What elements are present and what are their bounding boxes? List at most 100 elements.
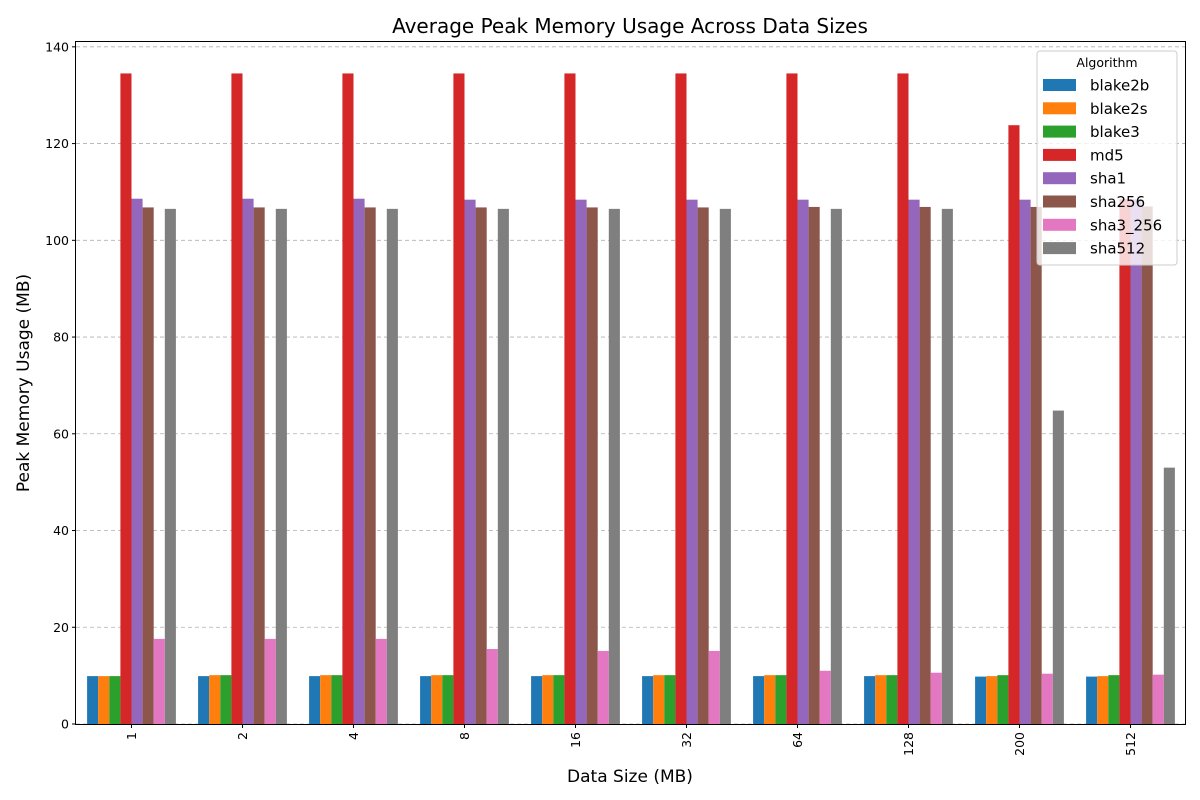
x-axis-ticks: 1 2 4 8 16 32 64 128 200 512: [124, 724, 1138, 756]
bar: [164, 208, 176, 725]
legend-swatch: [1043, 218, 1076, 231]
bar: [1097, 676, 1109, 724]
legend-label: sha1: [1090, 170, 1126, 188]
legend-swatch: [1043, 242, 1076, 255]
bar: [919, 206, 931, 724]
bar: [819, 670, 831, 724]
bar: [597, 650, 609, 724]
bar: [475, 207, 487, 725]
bar: [775, 675, 787, 724]
legend-label: blake3: [1090, 123, 1140, 141]
legend-title: Algorithm: [1076, 55, 1137, 70]
bar: [564, 73, 576, 725]
bar: [231, 73, 243, 725]
bar: [342, 73, 354, 725]
bar: [364, 207, 376, 725]
bar: [153, 638, 165, 724]
x-tick-label: 32: [679, 732, 694, 748]
bar: [1052, 410, 1064, 724]
bar: [242, 198, 254, 724]
bar: [875, 675, 887, 724]
bar: [420, 676, 432, 724]
bar: [908, 199, 920, 725]
series-blake2s: [98, 675, 1109, 724]
bar: [87, 676, 99, 724]
bar: [1130, 199, 1142, 724]
bar: [453, 73, 465, 725]
y-axis-ticks: 0 20 40 60 80 100 120 140: [45, 39, 76, 732]
bar: [930, 672, 942, 724]
legend-swatch: [1043, 148, 1076, 161]
bar: [375, 638, 387, 724]
bar: [886, 675, 898, 724]
legend-label: sha3_256: [1090, 216, 1162, 235]
bar: [109, 676, 121, 724]
bar: [897, 73, 909, 725]
y-axis-label: Peak Memory Usage (MB): [14, 274, 34, 492]
bar: [586, 207, 598, 725]
x-tick-label: 1: [124, 732, 139, 740]
chart-title: Average Peak Memory Usage Across Data Si…: [392, 14, 868, 38]
bar: [486, 649, 498, 724]
bar: [320, 675, 332, 724]
series-md5: [120, 73, 1131, 725]
x-tick-label: 4: [346, 732, 361, 740]
y-tick-label: 80: [53, 330, 69, 345]
series-sha512: [164, 208, 1175, 725]
bar: [753, 676, 765, 724]
bar: [386, 208, 398, 725]
bar: [1008, 125, 1020, 724]
x-axis-label: Data Size (MB): [567, 767, 693, 787]
series-sha1: [131, 198, 1142, 725]
bar: [653, 675, 665, 724]
bar: [331, 675, 343, 724]
bar: [986, 676, 998, 724]
bar: [431, 675, 443, 724]
bar: [353, 198, 365, 724]
bar: [209, 675, 221, 724]
legend-swatch: [1043, 79, 1076, 91]
bar: [497, 208, 509, 725]
bar: [1041, 673, 1053, 724]
series-blake3: [109, 675, 1120, 724]
legend: Algorithm blake2b blake2s blake3 md5 sha1 sha…: [1036, 50, 1178, 266]
y-tick-label: 140: [45, 39, 69, 54]
bar: [719, 208, 731, 725]
y-tick-label: 20: [53, 620, 69, 635]
y-tick-label: 120: [45, 136, 69, 151]
legend-label: sha512: [1090, 240, 1145, 258]
series-blake2b: [87, 676, 1098, 724]
bar: [220, 675, 232, 724]
x-tick-label: 200: [1012, 732, 1027, 756]
series-sha256: [142, 206, 1153, 725]
bar: [309, 676, 321, 724]
x-tick-label: 512: [1123, 732, 1138, 756]
legend-label: blake2s: [1090, 100, 1148, 118]
bar: [120, 73, 132, 725]
bar: [1119, 199, 1131, 724]
bar: [1141, 206, 1153, 724]
y-tick-label: 0: [61, 717, 69, 732]
bar: [531, 676, 543, 724]
bar: [686, 199, 698, 725]
bar: [553, 675, 565, 724]
bar: [1019, 199, 1031, 725]
x-tick-label: 2: [235, 732, 250, 740]
bar: [786, 73, 798, 725]
x-tick-label: 128: [901, 732, 916, 756]
bar: [997, 675, 1009, 724]
bars: [87, 73, 1175, 725]
bar: [675, 73, 687, 725]
x-tick-label: 8: [457, 732, 472, 740]
bar: [1163, 467, 1175, 724]
x-tick-label: 64: [790, 732, 805, 748]
bar: [464, 199, 476, 725]
bar: [1108, 675, 1120, 724]
bar: [1086, 676, 1098, 724]
legend-label: blake2b: [1090, 77, 1149, 95]
series-sha3_256: [153, 638, 1164, 724]
y-tick-label: 60: [53, 426, 69, 441]
legend-swatch: [1043, 125, 1076, 138]
bar: [264, 638, 276, 724]
bar: [608, 208, 620, 725]
